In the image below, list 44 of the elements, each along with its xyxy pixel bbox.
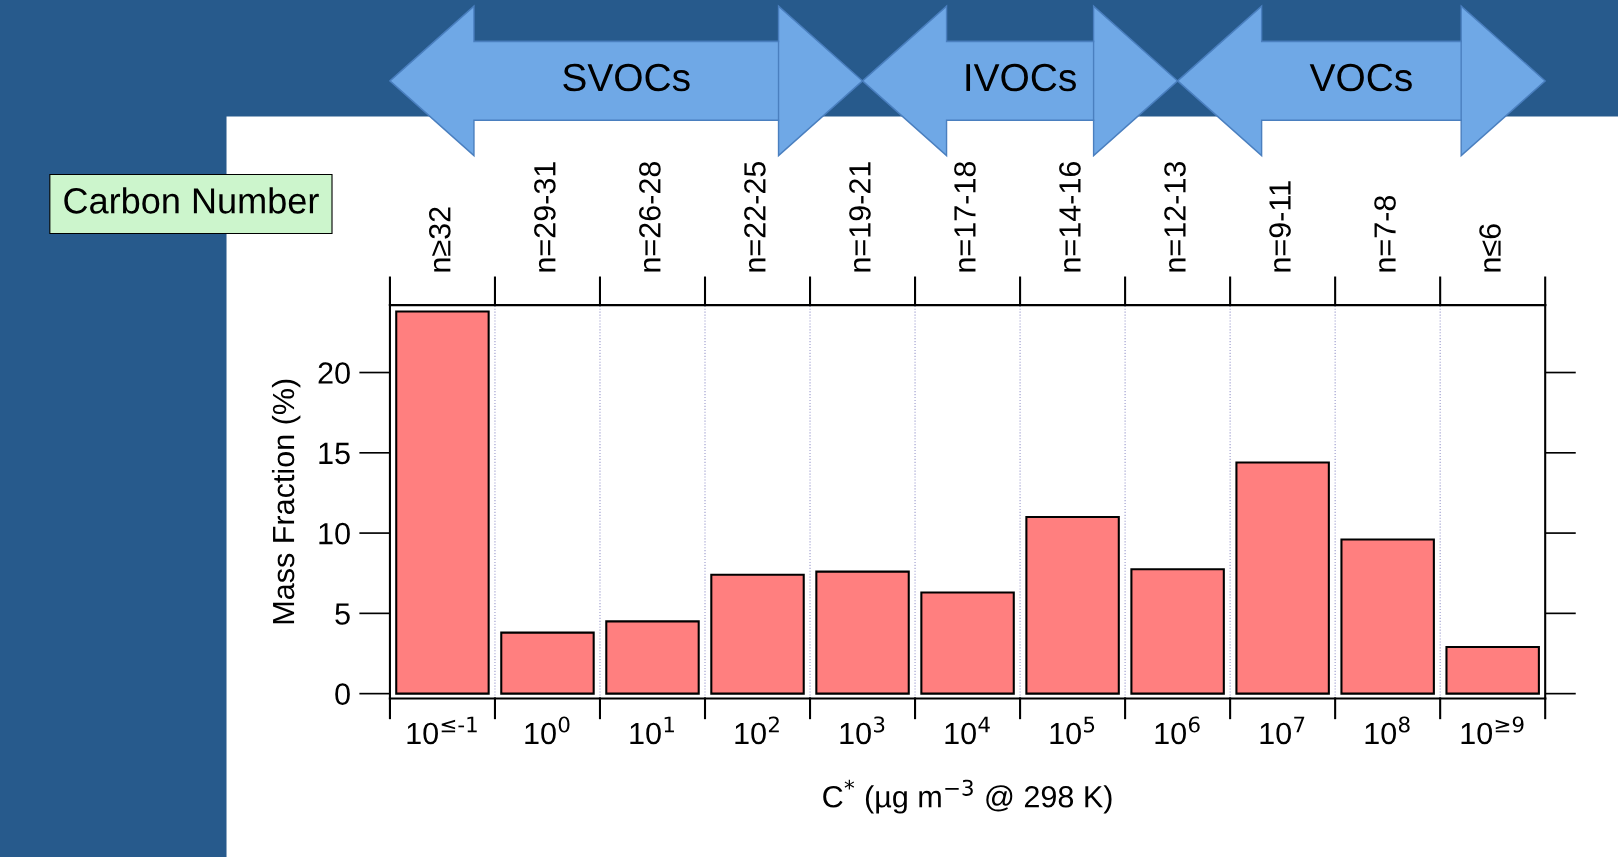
x-tick-label: 10$^{6}$ xyxy=(1155,716,1200,745)
text: SVOCs xyxy=(563,63,690,92)
x-axis-title: C$^{*}$ (µg m$^{−3}$ @ 298 K) xyxy=(823,779,1112,814)
x2-axis-title: Carbon Number xyxy=(64,187,319,214)
y-tick-label: 0 xyxy=(335,683,350,706)
y-tick-label: 20 xyxy=(318,362,350,384)
x-tick-label: 10$^{1}$ xyxy=(630,716,674,745)
text: n=29-31 xyxy=(534,162,556,272)
x-tick-label: 10$^{3}$ xyxy=(840,716,885,745)
bar xyxy=(1130,568,1225,695)
text: n=19-21 xyxy=(849,162,871,272)
bar xyxy=(1445,646,1540,695)
bar xyxy=(605,620,700,695)
text: n=14-16 xyxy=(1059,161,1081,272)
y-tick-label: 5 xyxy=(335,603,350,625)
text: n≤6 xyxy=(1479,224,1501,272)
y-tick-label: 10 xyxy=(319,522,350,545)
bar xyxy=(1340,538,1435,695)
bar xyxy=(920,591,1015,695)
text: n=7-8 xyxy=(1374,195,1396,272)
bar xyxy=(815,570,910,695)
x-tick-label: 10$^{≥9}$ xyxy=(1461,716,1524,745)
bar xyxy=(395,310,490,695)
bar xyxy=(710,573,805,695)
x-tick-label: 10$^{7}$ xyxy=(1260,716,1305,745)
x-tick-label: 10$^{4}$ xyxy=(945,716,990,745)
x-tick-label: 10$^{≤-1}$ xyxy=(407,716,477,745)
x-tick-label: 10$^{5}$ xyxy=(1050,716,1095,745)
text: n≥32 xyxy=(429,207,451,272)
y-tick-label: 15 xyxy=(319,442,350,465)
text: n=26-28 xyxy=(639,161,661,272)
text: VOCs xyxy=(1309,63,1412,92)
text: IVOCs xyxy=(966,63,1076,92)
bar xyxy=(1235,461,1330,695)
text: n=22-25 xyxy=(744,161,766,272)
x-tick-label: 10$^{0}$ xyxy=(525,716,570,745)
bar xyxy=(1025,515,1120,695)
bar xyxy=(500,631,595,695)
text: n=9-11 xyxy=(1269,181,1291,272)
x-tick-label: 10$^{2}$ xyxy=(735,716,779,745)
text: n=12-13 xyxy=(1164,161,1186,272)
y-axis-title: Mass Fraction (%) xyxy=(271,379,301,624)
x-tick-label: 10$^{8}$ xyxy=(1365,716,1410,745)
text: n=17-18 xyxy=(954,161,976,272)
